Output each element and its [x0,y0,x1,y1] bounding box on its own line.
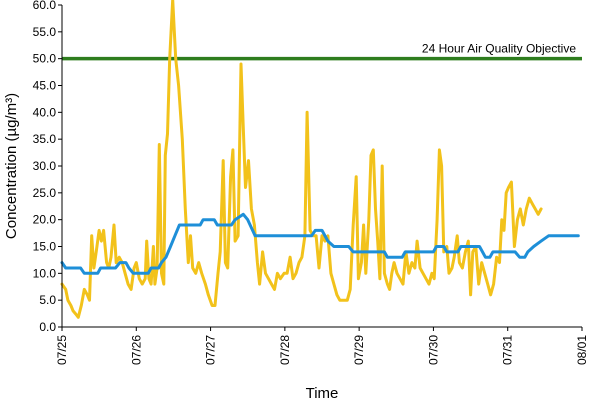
y-tick-label: 50.0 [33,52,57,66]
y-tick-label: 0.0 [39,320,56,334]
y-axis-title: Concentration (µg/m³) [3,93,20,239]
x-tick-label: 07/31 [501,335,515,365]
y-tick-label: 20.0 [33,213,57,227]
x-tick-label: 08/01 [575,335,589,365]
reference-layer: 24 Hour Air Quality Objective [62,42,582,61]
y-tick-label: 60.0 [33,0,57,12]
x-axis-ticks: 07/25 07/26 07/27 07/28 07/29 07/30 07/31 08/01 [55,327,589,365]
series-line-2 [60,212,580,275]
series-layer [60,0,580,319]
x-tick-label: 07/25 [55,335,69,365]
y-tick-label: 45.0 [33,79,57,93]
y-tick-label: 30.0 [33,159,57,173]
x-tick-label: 07/26 [129,335,143,365]
y-axis-ticks: 0.0 5.0 10.0 15.0 20.0 25.0 30.0 35.0 40.0 45.0 50… [33,0,62,334]
y-tick-label: 55.0 [33,25,57,39]
x-tick-label: 07/28 [278,335,292,365]
y-tick-label: 35.0 [33,132,57,146]
x-tick-label: 07/29 [352,335,366,365]
y-tick-label: 15.0 [33,240,57,254]
y-tick-label: 5.0 [39,293,56,307]
y-tick-label: 10.0 [33,266,57,280]
air-quality-objective-label: 24 Hour Air Quality Objective [422,42,576,56]
x-tick-label: 07/30 [426,335,440,365]
y-tick-label: 40.0 [33,105,57,119]
y-tick-label: 25.0 [33,186,57,200]
x-axis-title: Time [306,385,339,400]
x-tick-label: 07/27 [204,335,218,365]
series-line-1 [60,0,543,319]
